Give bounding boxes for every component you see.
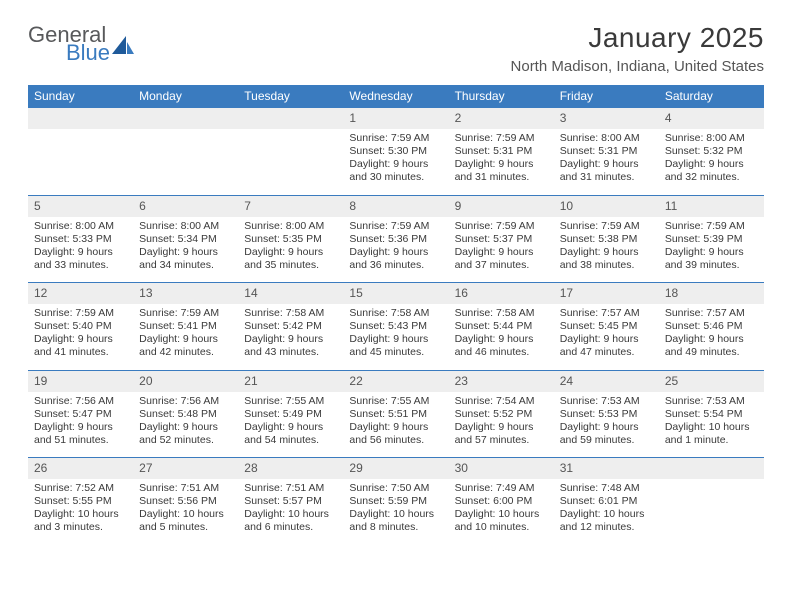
dow-header: Saturday [659, 85, 764, 108]
day-detail-cell [28, 129, 133, 195]
day-number-cell: 16 [449, 283, 554, 304]
day-detail-cell: Sunrise: 8:00 AM Sunset: 5:33 PM Dayligh… [28, 217, 133, 283]
day-number-cell: 25 [659, 371, 764, 392]
day-detail-cell: Sunrise: 8:00 AM Sunset: 5:35 PM Dayligh… [238, 217, 343, 283]
day-number-cell: 6 [133, 196, 238, 217]
month-title: January 2025 [511, 22, 764, 54]
day-detail-cell: Sunrise: 7:51 AM Sunset: 5:56 PM Dayligh… [133, 479, 238, 545]
day-detail-cell: Sunrise: 7:57 AM Sunset: 5:45 PM Dayligh… [554, 304, 659, 370]
day-number-cell: 30 [449, 458, 554, 479]
detail-row: Sunrise: 7:59 AM Sunset: 5:40 PM Dayligh… [28, 304, 764, 370]
day-detail-cell: Sunrise: 7:54 AM Sunset: 5:52 PM Dayligh… [449, 392, 554, 458]
brand-part2: Blue [66, 42, 110, 64]
day-number-cell: 23 [449, 371, 554, 392]
day-detail-cell: Sunrise: 7:53 AM Sunset: 5:54 PM Dayligh… [659, 392, 764, 458]
day-number-cell [238, 108, 343, 129]
brand-logo: General Blue [28, 24, 134, 64]
calendar-page: General Blue January 2025 North Madison,… [0, 0, 792, 563]
daynum-row: 1234 [28, 108, 764, 129]
day-detail-cell: Sunrise: 7:59 AM Sunset: 5:39 PM Dayligh… [659, 217, 764, 283]
day-number-cell: 12 [28, 283, 133, 304]
detail-row: Sunrise: 7:52 AM Sunset: 5:55 PM Dayligh… [28, 479, 764, 545]
detail-row: Sunrise: 7:56 AM Sunset: 5:47 PM Dayligh… [28, 392, 764, 458]
day-number-cell: 3 [554, 108, 659, 129]
day-number-cell [133, 108, 238, 129]
day-number-cell: 9 [449, 196, 554, 217]
day-number-cell [659, 458, 764, 479]
day-detail-cell: Sunrise: 7:51 AM Sunset: 5:57 PM Dayligh… [238, 479, 343, 545]
day-number-cell: 29 [343, 458, 448, 479]
day-number-cell: 11 [659, 196, 764, 217]
day-detail-cell: Sunrise: 7:55 AM Sunset: 5:49 PM Dayligh… [238, 392, 343, 458]
dow-header: Wednesday [343, 85, 448, 108]
day-number-cell: 28 [238, 458, 343, 479]
day-detail-cell: Sunrise: 7:58 AM Sunset: 5:44 PM Dayligh… [449, 304, 554, 370]
day-detail-cell: Sunrise: 7:59 AM Sunset: 5:30 PM Dayligh… [343, 129, 448, 195]
calendar-table: SundayMondayTuesdayWednesdayThursdayFrid… [28, 85, 764, 545]
day-number-cell: 14 [238, 283, 343, 304]
day-number-cell: 2 [449, 108, 554, 129]
day-detail-cell: Sunrise: 7:59 AM Sunset: 5:41 PM Dayligh… [133, 304, 238, 370]
day-number-cell [28, 108, 133, 129]
header: General Blue January 2025 North Madison,… [28, 22, 764, 75]
calendar-body: 1234Sunrise: 7:59 AM Sunset: 5:30 PM Day… [28, 108, 764, 545]
day-number-cell: 4 [659, 108, 764, 129]
day-number-cell: 18 [659, 283, 764, 304]
day-detail-cell: Sunrise: 7:48 AM Sunset: 6:01 PM Dayligh… [554, 479, 659, 545]
day-number-cell: 8 [343, 196, 448, 217]
day-detail-cell: Sunrise: 7:57 AM Sunset: 5:46 PM Dayligh… [659, 304, 764, 370]
day-number-cell: 26 [28, 458, 133, 479]
dow-header: Tuesday [238, 85, 343, 108]
day-detail-cell: Sunrise: 7:56 AM Sunset: 5:48 PM Dayligh… [133, 392, 238, 458]
day-number-cell: 15 [343, 283, 448, 304]
day-number-cell: 17 [554, 283, 659, 304]
day-detail-cell [133, 129, 238, 195]
day-number-cell: 31 [554, 458, 659, 479]
detail-row: Sunrise: 8:00 AM Sunset: 5:33 PM Dayligh… [28, 217, 764, 283]
day-detail-cell: Sunrise: 7:58 AM Sunset: 5:42 PM Dayligh… [238, 304, 343, 370]
day-detail-cell: Sunrise: 7:59 AM Sunset: 5:36 PM Dayligh… [343, 217, 448, 283]
location: North Madison, Indiana, United States [511, 58, 764, 75]
day-detail-cell: Sunrise: 8:00 AM Sunset: 5:32 PM Dayligh… [659, 129, 764, 195]
day-detail-cell: Sunrise: 7:53 AM Sunset: 5:53 PM Dayligh… [554, 392, 659, 458]
sail-icon [112, 36, 134, 56]
daynum-row: 567891011 [28, 196, 764, 217]
calendar-header-row: SundayMondayTuesdayWednesdayThursdayFrid… [28, 85, 764, 108]
day-detail-cell: Sunrise: 7:59 AM Sunset: 5:31 PM Dayligh… [449, 129, 554, 195]
day-detail-cell [659, 479, 764, 545]
day-detail-cell: Sunrise: 7:59 AM Sunset: 5:40 PM Dayligh… [28, 304, 133, 370]
dow-header: Sunday [28, 85, 133, 108]
day-number-cell: 5 [28, 196, 133, 217]
day-detail-cell: Sunrise: 7:56 AM Sunset: 5:47 PM Dayligh… [28, 392, 133, 458]
daynum-row: 19202122232425 [28, 371, 764, 392]
day-number-cell: 27 [133, 458, 238, 479]
day-detail-cell: Sunrise: 7:55 AM Sunset: 5:51 PM Dayligh… [343, 392, 448, 458]
dow-header: Friday [554, 85, 659, 108]
daynum-row: 12131415161718 [28, 283, 764, 304]
dow-header: Monday [133, 85, 238, 108]
day-number-cell: 1 [343, 108, 448, 129]
daynum-row: 262728293031 [28, 458, 764, 479]
day-number-cell: 10 [554, 196, 659, 217]
day-number-cell: 24 [554, 371, 659, 392]
day-detail-cell: Sunrise: 7:52 AM Sunset: 5:55 PM Dayligh… [28, 479, 133, 545]
day-number-cell: 20 [133, 371, 238, 392]
day-number-cell: 19 [28, 371, 133, 392]
day-detail-cell: Sunrise: 7:59 AM Sunset: 5:37 PM Dayligh… [449, 217, 554, 283]
dow-header: Thursday [449, 85, 554, 108]
day-number-cell: 13 [133, 283, 238, 304]
title-block: January 2025 North Madison, Indiana, Uni… [511, 22, 764, 75]
day-detail-cell: Sunrise: 7:59 AM Sunset: 5:38 PM Dayligh… [554, 217, 659, 283]
day-detail-cell: Sunrise: 8:00 AM Sunset: 5:34 PM Dayligh… [133, 217, 238, 283]
day-detail-cell: Sunrise: 8:00 AM Sunset: 5:31 PM Dayligh… [554, 129, 659, 195]
day-detail-cell: Sunrise: 7:58 AM Sunset: 5:43 PM Dayligh… [343, 304, 448, 370]
day-number-cell: 22 [343, 371, 448, 392]
detail-row: Sunrise: 7:59 AM Sunset: 5:30 PM Dayligh… [28, 129, 764, 195]
day-number-cell: 7 [238, 196, 343, 217]
day-detail-cell [238, 129, 343, 195]
day-number-cell: 21 [238, 371, 343, 392]
day-detail-cell: Sunrise: 7:50 AM Sunset: 5:59 PM Dayligh… [343, 479, 448, 545]
day-detail-cell: Sunrise: 7:49 AM Sunset: 6:00 PM Dayligh… [449, 479, 554, 545]
